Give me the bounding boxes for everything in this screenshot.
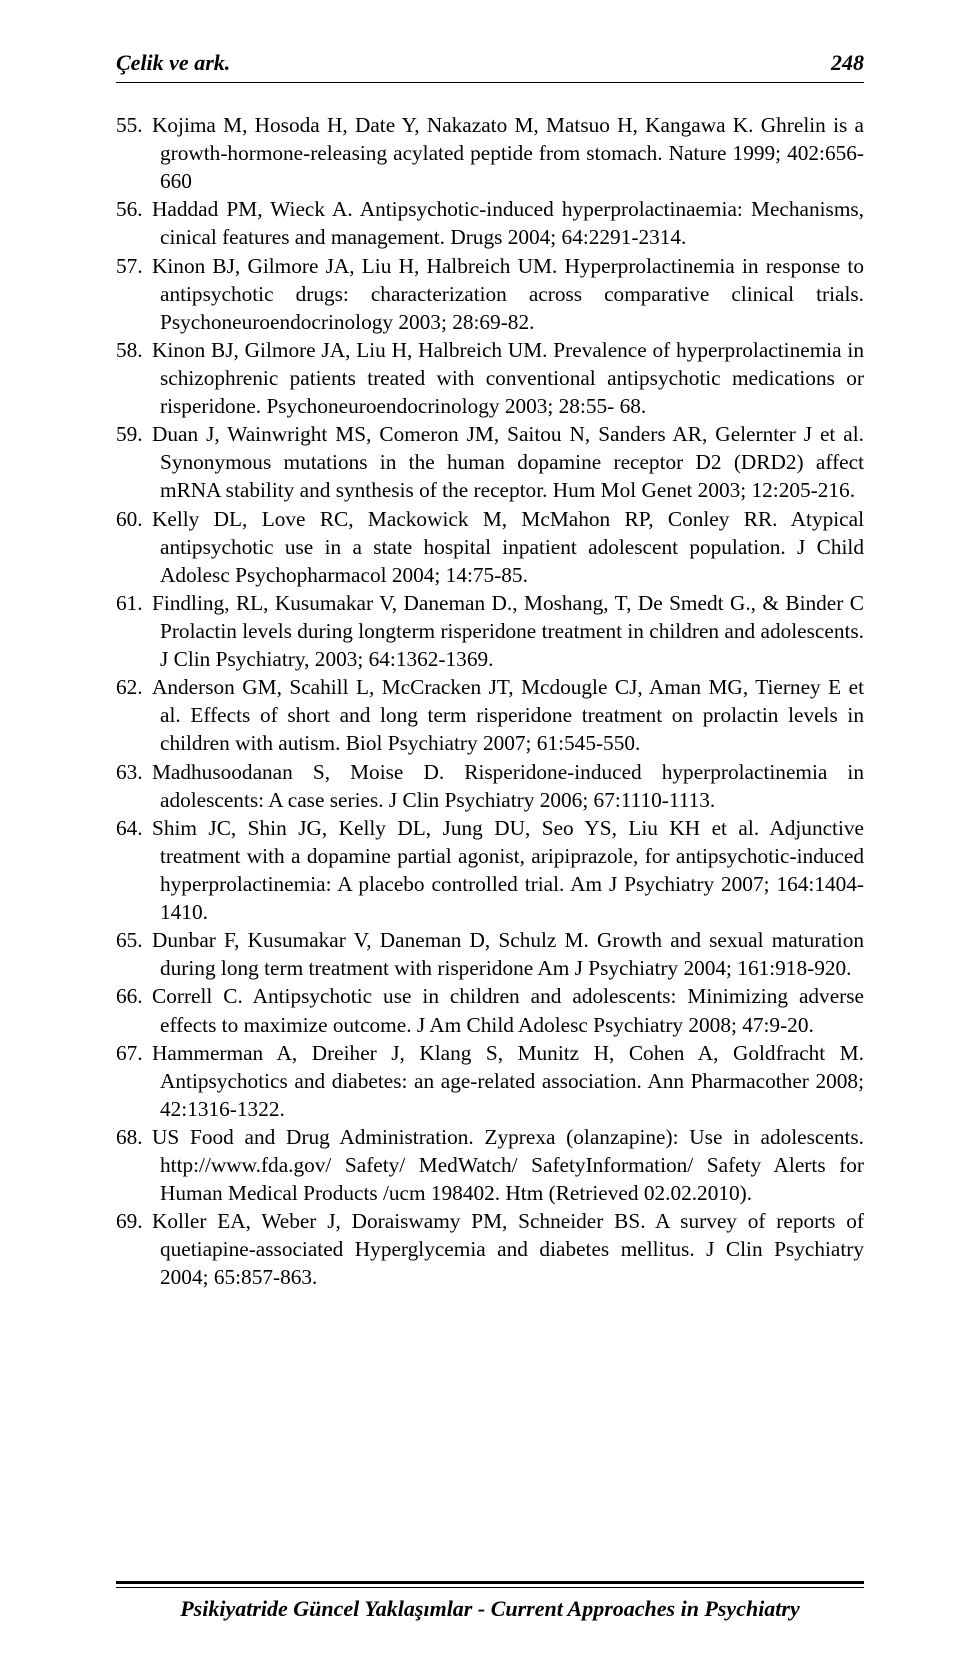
header-rule	[116, 82, 864, 83]
reference-item: 67.Hammerman A, Dreiher J, Klang S, Muni…	[116, 1039, 864, 1123]
ref-number: 55.	[116, 111, 152, 139]
ref-number: 58.	[116, 336, 152, 364]
reference-item: 63.Madhusoodanan S, Moise D. Risperidone…	[116, 758, 864, 814]
running-header: Çelik ve ark. 248	[116, 50, 864, 76]
reference-item: 57.Kinon BJ, Gilmore JA, Liu H, Halbreic…	[116, 252, 864, 336]
reference-item: 56.Haddad PM, Wieck A. Antipsychotic-ind…	[116, 195, 864, 251]
ref-number: 67.	[116, 1039, 152, 1067]
ref-number: 60.	[116, 505, 152, 533]
footer-rule-thick	[116, 1581, 864, 1584]
page-number: 248	[831, 50, 864, 76]
reference-item: 60.Kelly DL, Love RC, Mackowick M, McMah…	[116, 505, 864, 589]
reference-item: 55.Kojima M, Hosoda H, Date Y, Nakazato …	[116, 111, 864, 195]
ref-number: 56.	[116, 195, 152, 223]
ref-number: 63.	[116, 758, 152, 786]
ref-number: 66.	[116, 982, 152, 1010]
page: Çelik ve ark. 248 55.Kojima M, Hosoda H,…	[0, 0, 960, 1666]
ref-text: Kojima M, Hosoda H, Date Y, Nakazato M, …	[152, 113, 864, 193]
ref-text: Shim JC, Shin JG, Kelly DL, Jung DU, Seo…	[152, 816, 864, 924]
ref-number: 59.	[116, 420, 152, 448]
ref-text: Koller EA, Weber J, Doraiswamy PM, Schne…	[152, 1209, 864, 1289]
ref-text: Kinon BJ, Gilmore JA, Liu H, Halbreich U…	[152, 254, 864, 334]
ref-number: 57.	[116, 252, 152, 280]
reference-list: 55.Kojima M, Hosoda H, Date Y, Nakazato …	[116, 111, 864, 1292]
ref-text: Correll C. Antipsychotic use in children…	[152, 984, 864, 1036]
ref-text: Dunbar F, Kusumakar V, Daneman D, Schulz…	[152, 928, 864, 980]
ref-number: 65.	[116, 926, 152, 954]
page-footer: Psikiyatride Güncel Yaklaşımlar - Curren…	[116, 1581, 864, 1622]
header-author: Çelik ve ark.	[116, 50, 230, 76]
ref-text: Madhusoodanan S, Moise D. Risperidone-in…	[152, 760, 864, 812]
ref-number: 68.	[116, 1123, 152, 1151]
reference-item: 65.Dunbar F, Kusumakar V, Daneman D, Sch…	[116, 926, 864, 982]
reference-item: 66.Correll C. Antipsychotic use in child…	[116, 982, 864, 1038]
ref-text: Hammerman A, Dreiher J, Klang S, Munitz …	[152, 1041, 864, 1121]
ref-number: 62.	[116, 673, 152, 701]
ref-text: Anderson GM, Scahill L, McCracken JT, Mc…	[152, 675, 864, 755]
footer-journal-title: Psikiyatride Güncel Yaklaşımlar - Curren…	[116, 1596, 864, 1622]
reference-item: 68.US Food and Drug Administration. Zypr…	[116, 1123, 864, 1207]
footer-rule-thin	[116, 1587, 864, 1588]
ref-text: Kelly DL, Love RC, Mackowick M, McMahon …	[152, 507, 864, 587]
reference-item: 58.Kinon BJ, Gilmore JA, Liu H, Halbreic…	[116, 336, 864, 420]
ref-text: US Food and Drug Administration. Zyprexa…	[152, 1125, 864, 1205]
ref-text: Duan J, Wainwright MS, Comeron JM, Saito…	[152, 422, 864, 502]
ref-text: Findling, RL, Kusumakar V, Daneman D., M…	[152, 591, 864, 671]
reference-item: 64.Shim JC, Shin JG, Kelly DL, Jung DU, …	[116, 814, 864, 926]
reference-item: 61.Findling, RL, Kusumakar V, Daneman D.…	[116, 589, 864, 673]
ref-number: 64.	[116, 814, 152, 842]
ref-text: Kinon BJ, Gilmore JA, Liu H, Halbreich U…	[152, 338, 864, 418]
ref-number: 69.	[116, 1207, 152, 1235]
reference-item: 62.Anderson GM, Scahill L, McCracken JT,…	[116, 673, 864, 757]
reference-item: 69.Koller EA, Weber J, Doraiswamy PM, Sc…	[116, 1207, 864, 1291]
ref-number: 61.	[116, 589, 152, 617]
reference-item: 59.Duan J, Wainwright MS, Comeron JM, Sa…	[116, 420, 864, 504]
ref-text: Haddad PM, Wieck A. Antipsychotic-induce…	[152, 197, 864, 249]
